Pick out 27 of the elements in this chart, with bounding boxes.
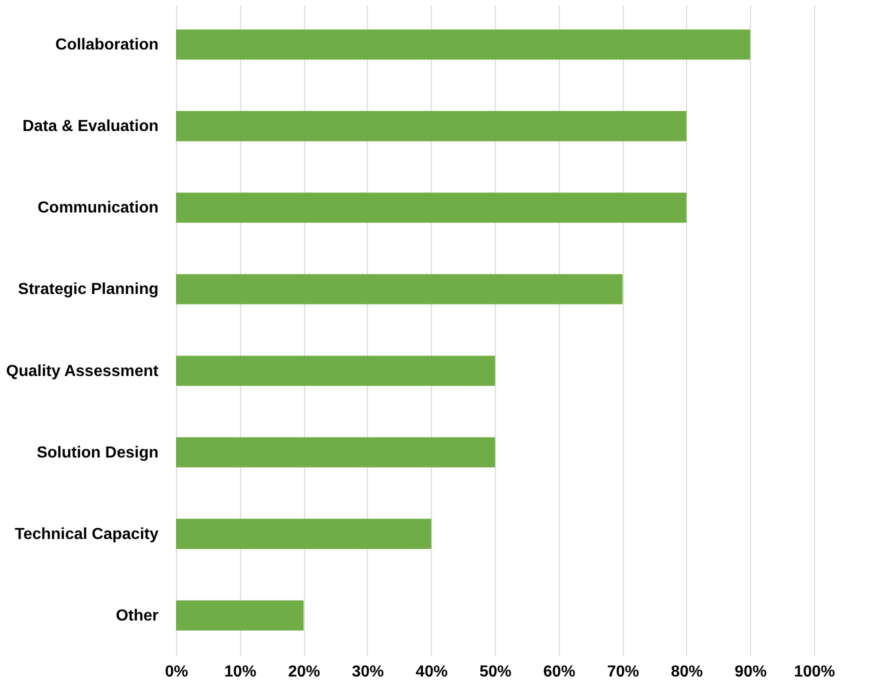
y-tick-label: Strategic Planning bbox=[18, 281, 158, 298]
bar bbox=[176, 437, 495, 468]
bar bbox=[176, 356, 495, 386]
x-tick-label: 90% bbox=[734, 664, 767, 680]
y-tick-label: Technical Capacity bbox=[14, 526, 159, 543]
x-tick-label: 70% bbox=[607, 664, 640, 680]
x-tick-label: 50% bbox=[479, 664, 512, 680]
y-tick-label: Collaboration bbox=[55, 36, 158, 54]
y-tick-label: Quality Assessment bbox=[6, 362, 160, 380]
bar bbox=[176, 518, 432, 549]
x-tick-label: 30% bbox=[352, 664, 384, 680]
bar bbox=[176, 192, 686, 223]
x-tick-label: 100% bbox=[794, 664, 835, 680]
x-tick-label: 0% bbox=[164, 664, 188, 680]
bar bbox=[176, 111, 686, 142]
x-tick-label: 80% bbox=[670, 664, 703, 680]
y-tick-label: Data & Evaluation bbox=[22, 118, 158, 136]
bar bbox=[176, 274, 623, 304]
x-tick-label: 20% bbox=[288, 664, 320, 680]
bar bbox=[176, 600, 304, 631]
y-tick-label: Communication bbox=[38, 200, 158, 217]
bar bbox=[176, 29, 750, 60]
y-tick-label: Solution Design bbox=[36, 444, 158, 462]
x-tick-label: 60% bbox=[543, 664, 576, 680]
x-tick-label: 40% bbox=[416, 664, 448, 680]
x-tick-label: 10% bbox=[224, 664, 256, 680]
y-tick-label: Other bbox=[116, 607, 158, 624]
